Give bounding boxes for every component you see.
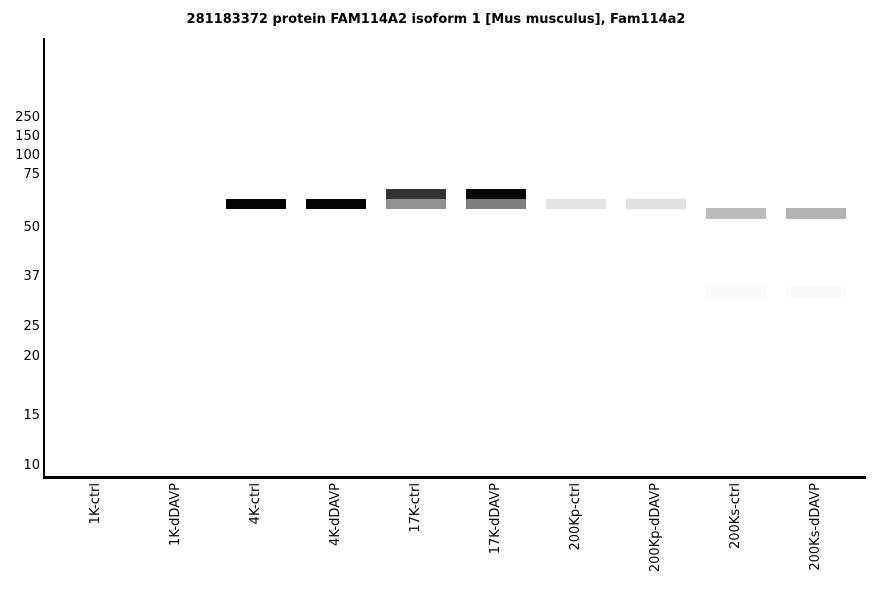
x-axis-lane-label: 1K-ctrl <box>88 483 103 525</box>
x-axis-lane-label: 200Kp-dDAVP <box>648 483 663 573</box>
x-axis-lane-label: 4K-dDAVP <box>328 483 343 546</box>
y-axis-tick-label: 75 <box>23 167 40 182</box>
y-axis-line <box>43 38 45 478</box>
x-axis-line <box>43 476 866 479</box>
gel-band <box>626 199 686 209</box>
x-axis-lane-label: 200Ks-dDAVP <box>808 483 823 571</box>
gel-band <box>386 199 446 209</box>
y-axis-tick-label: 37 <box>23 269 40 284</box>
x-axis-lane-label: 200Ks-ctrl <box>728 483 743 550</box>
gel-band <box>786 208 846 219</box>
x-axis-lane-label: 200Kp-ctrl <box>568 483 583 551</box>
gel-band <box>466 189 526 199</box>
y-axis-tick-label: 15 <box>23 408 40 423</box>
x-axis-lane-label: 17K-ctrl <box>408 483 423 533</box>
chart-title: 281183372 protein FAM114A2 isoform 1 [Mu… <box>186 12 686 27</box>
y-axis-tick-label: 100 <box>15 148 40 163</box>
gel-band <box>386 189 446 199</box>
y-axis-tick-label: 150 <box>15 129 40 144</box>
gel-band <box>786 287 846 297</box>
gel-band <box>706 287 766 297</box>
x-axis-lane-label: 4K-ctrl <box>248 483 263 525</box>
y-axis-tick-label: 20 <box>23 349 40 364</box>
gel-band <box>706 208 766 219</box>
y-axis-tick-label: 10 <box>23 458 40 473</box>
gel-band <box>226 199 286 209</box>
y-axis-tick-label: 50 <box>23 220 40 235</box>
gel-band <box>546 199 606 209</box>
gel-band <box>306 199 366 209</box>
x-axis-lane-label: 1K-dDAVP <box>168 483 183 546</box>
y-axis-tick-label: 250 <box>15 110 40 125</box>
y-axis-tick-label: 25 <box>23 319 40 334</box>
x-axis-lane-label: 17K-dDAVP <box>488 483 503 555</box>
gel-band <box>466 199 526 209</box>
